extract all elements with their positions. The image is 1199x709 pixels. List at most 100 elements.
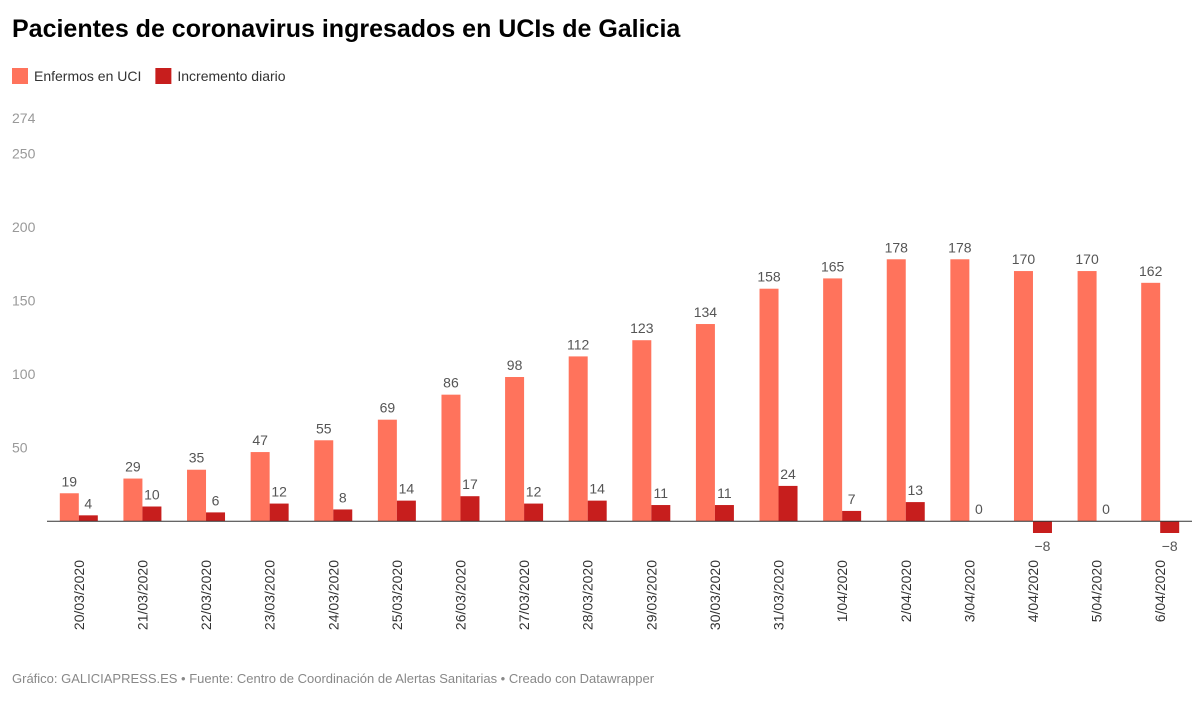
bar bbox=[587, 500, 607, 522]
bar bbox=[441, 394, 461, 522]
bar bbox=[778, 485, 798, 522]
y-tick-label: 100 bbox=[12, 366, 36, 382]
bar bbox=[314, 440, 334, 522]
y-tick-label: 200 bbox=[12, 219, 36, 235]
x-tick-label: 2/04/2020 bbox=[898, 560, 914, 622]
value-label: 123 bbox=[630, 320, 654, 336]
value-label: 24 bbox=[780, 466, 796, 482]
bar bbox=[568, 356, 588, 522]
value-label: 17 bbox=[462, 476, 478, 492]
y-tick-label: 50 bbox=[12, 440, 28, 456]
value-label: 98 bbox=[507, 357, 523, 373]
value-label: 19 bbox=[62, 473, 78, 489]
bar bbox=[632, 340, 652, 522]
bar bbox=[950, 259, 970, 522]
value-label: 86 bbox=[443, 375, 459, 391]
x-tick-label: 25/03/2020 bbox=[389, 560, 405, 630]
x-tick-label: 26/03/2020 bbox=[452, 560, 468, 630]
x-tick-label: 23/03/2020 bbox=[262, 560, 278, 630]
bar bbox=[651, 505, 671, 522]
legend-label: Enfermos en UCI bbox=[34, 68, 141, 84]
value-label: 69 bbox=[380, 400, 396, 416]
value-label: 4 bbox=[84, 495, 92, 511]
value-label: 12 bbox=[271, 484, 287, 500]
y-tick-label: 274 bbox=[12, 110, 36, 126]
bar bbox=[396, 500, 416, 522]
bar bbox=[695, 324, 715, 522]
x-tick-label: 20/03/2020 bbox=[71, 560, 87, 630]
x-tick-label: 21/03/2020 bbox=[134, 560, 150, 630]
value-label: 112 bbox=[567, 336, 590, 352]
bar bbox=[187, 469, 207, 522]
value-label: 178 bbox=[885, 239, 909, 255]
bar bbox=[78, 515, 98, 522]
value-label: 0 bbox=[975, 501, 983, 517]
bar bbox=[206, 512, 226, 522]
bar bbox=[842, 510, 862, 522]
value-label: 11 bbox=[654, 485, 669, 501]
footer: Gráfico: GALICIAPRESS.ES • Fuente: Centr… bbox=[12, 671, 655, 686]
value-label: −8 bbox=[1162, 538, 1178, 554]
bar bbox=[1077, 271, 1097, 522]
bar bbox=[1032, 521, 1052, 533]
value-label: 12 bbox=[526, 484, 542, 500]
bar bbox=[59, 493, 79, 522]
bar bbox=[377, 419, 397, 522]
bar bbox=[1013, 271, 1033, 522]
bar bbox=[1160, 521, 1180, 533]
value-label: −8 bbox=[1034, 538, 1050, 554]
value-label: 55 bbox=[316, 420, 332, 436]
bar bbox=[759, 288, 779, 522]
legend-swatch bbox=[155, 68, 172, 84]
value-label: 35 bbox=[189, 450, 205, 466]
y-tick-label: 250 bbox=[12, 145, 36, 161]
x-tick-label: 31/03/2020 bbox=[771, 560, 787, 630]
x-tick-label: 4/04/2020 bbox=[1025, 560, 1041, 622]
value-label: 0 bbox=[1102, 501, 1110, 517]
value-label: 11 bbox=[717, 485, 732, 501]
value-label: 13 bbox=[907, 482, 923, 498]
x-tick-label: 28/03/2020 bbox=[580, 560, 596, 630]
value-label: 47 bbox=[252, 432, 268, 448]
value-label: 8 bbox=[339, 489, 347, 505]
value-label: 29 bbox=[125, 459, 141, 475]
x-tick-label: 30/03/2020 bbox=[707, 560, 723, 630]
value-label: 170 bbox=[1075, 251, 1099, 267]
bar bbox=[823, 278, 843, 522]
bar bbox=[886, 259, 906, 522]
value-label: 165 bbox=[821, 258, 845, 274]
bar bbox=[524, 503, 544, 522]
bar bbox=[250, 452, 270, 522]
chart-title: Pacientes de coronavirus ingresados en U… bbox=[12, 15, 681, 43]
bar bbox=[714, 505, 734, 522]
y-tick-label: 150 bbox=[12, 292, 36, 308]
value-label: 178 bbox=[948, 239, 972, 255]
x-tick-label: 3/04/2020 bbox=[961, 560, 977, 622]
legend-label: Incremento diario bbox=[177, 68, 285, 84]
x-tick-label: 1/04/2020 bbox=[834, 560, 850, 622]
x-tick-label: 29/03/2020 bbox=[643, 560, 659, 630]
bar bbox=[1141, 282, 1161, 522]
bar bbox=[905, 502, 925, 522]
bar bbox=[123, 478, 143, 522]
bar bbox=[269, 503, 289, 522]
bar bbox=[505, 377, 525, 522]
x-tick-label: 22/03/2020 bbox=[198, 560, 214, 630]
value-label: 10 bbox=[144, 487, 160, 503]
legend-swatch bbox=[12, 68, 28, 84]
value-label: 134 bbox=[694, 304, 718, 320]
value-label: 14 bbox=[399, 481, 415, 497]
value-label: 6 bbox=[212, 492, 220, 508]
x-tick-label: 27/03/2020 bbox=[516, 560, 532, 630]
x-tick-label: 5/04/2020 bbox=[1089, 560, 1105, 622]
value-label: 14 bbox=[589, 481, 605, 497]
bar bbox=[333, 509, 353, 522]
value-label: 162 bbox=[1139, 263, 1163, 279]
bar bbox=[460, 496, 480, 522]
x-tick-label: 6/04/2020 bbox=[1152, 560, 1168, 622]
value-label: 7 bbox=[848, 491, 856, 507]
value-label: 158 bbox=[757, 269, 781, 285]
bar bbox=[142, 506, 162, 522]
value-label: 170 bbox=[1012, 251, 1036, 267]
